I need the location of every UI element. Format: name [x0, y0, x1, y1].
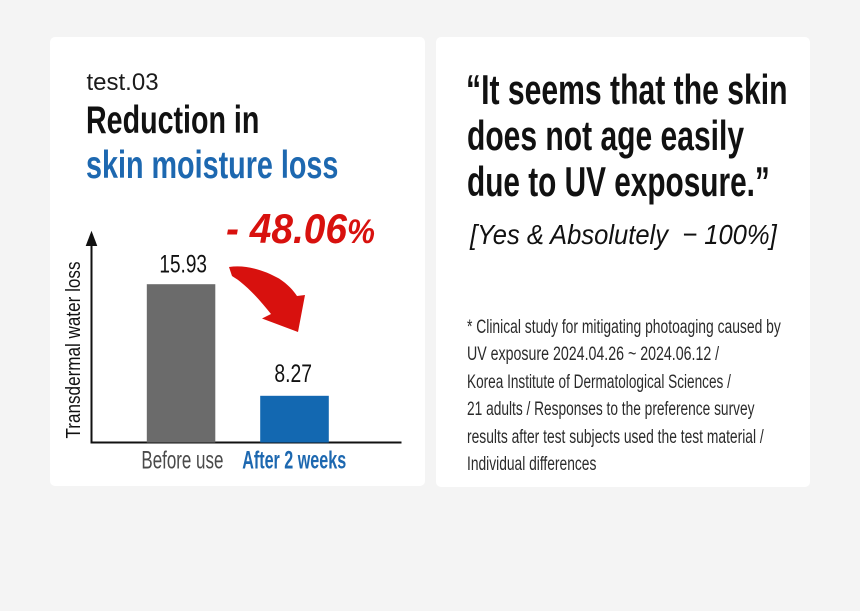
svg-text:Transdermal water loss: Transdermal water loss [63, 262, 85, 439]
svg-text:8.27: 8.27 [274, 360, 312, 388]
svg-text:After 2 weeks: After 2 weeks [242, 447, 346, 475]
svg-text:15.93: 15.93 [159, 251, 207, 279]
svg-text:Before use: Before use [141, 447, 223, 475]
